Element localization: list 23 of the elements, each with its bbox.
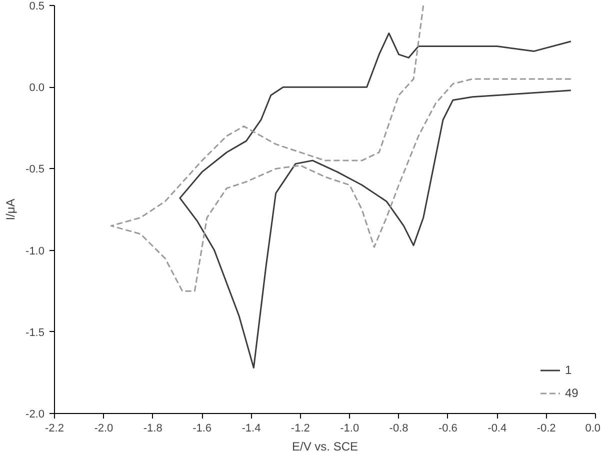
- y-tick-label: 0.0: [29, 82, 45, 94]
- y-tick-label: 0.5: [29, 0, 45, 12]
- y-axis-title: I/μA: [4, 198, 18, 220]
- x-tick-label: -1.2: [290, 422, 310, 434]
- x-tick-label: -0.8: [389, 422, 408, 434]
- x-axis-title: E/V vs. SCE: [292, 440, 358, 454]
- legend-label: 1: [565, 363, 573, 377]
- x-tick-label: -2.2: [45, 422, 64, 434]
- x-tick-label: -0.2: [536, 422, 556, 434]
- x-tick-label: -0.6: [438, 422, 458, 434]
- x-tick-label: -1.0: [340, 422, 360, 434]
- y-tick-label: -1.5: [26, 326, 45, 339]
- y-tick-label: -1.0: [26, 245, 45, 258]
- x-tick-label: -1.8: [143, 422, 162, 434]
- x-tick-label: 0.0: [585, 422, 601, 434]
- y-tick-label: -0.5: [26, 164, 45, 176]
- x-tick-label: -1.4: [242, 422, 261, 434]
- line-series: [110, 6, 572, 292]
- x-tick-label: -0.4: [488, 422, 507, 434]
- legend-label: 49: [565, 386, 580, 400]
- y-tick-label: -2.0: [26, 408, 45, 420]
- x-tick-label: -1.6: [192, 422, 212, 434]
- x-tick-label: -2.0: [94, 422, 114, 434]
